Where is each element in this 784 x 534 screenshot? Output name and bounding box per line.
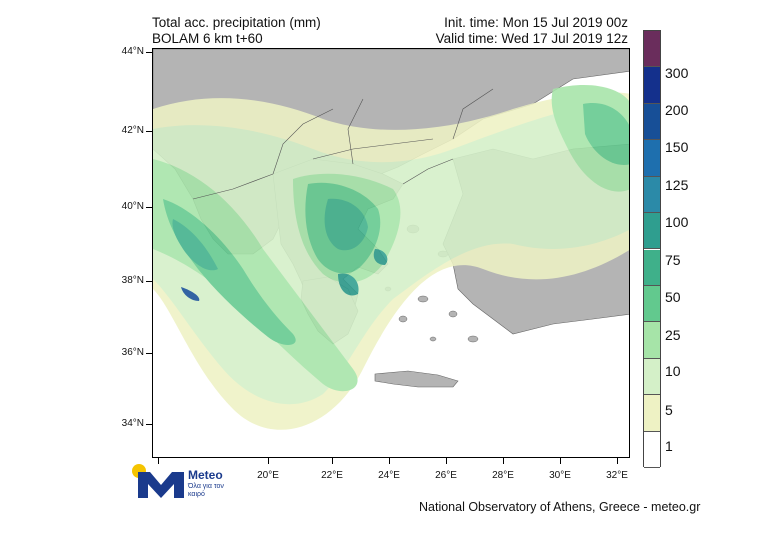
colorbar-segment bbox=[644, 176, 660, 214]
map-canvas bbox=[153, 49, 629, 457]
colorbar-label-150: 150 bbox=[665, 139, 689, 155]
valid-time: Valid time: Wed 17 Jul 2019 12z bbox=[435, 31, 628, 46]
colorbar-segment bbox=[644, 285, 660, 323]
colorbar-label-10: 10 bbox=[665, 363, 681, 379]
colorbar-label-300: 300 bbox=[665, 65, 689, 81]
colorbar-label-25: 25 bbox=[665, 327, 681, 343]
lat-tick bbox=[146, 353, 152, 354]
precipitation-field bbox=[153, 84, 629, 430]
footer-credit: National Observatory of Athens, Greece -… bbox=[419, 500, 701, 514]
colorbar-label-100: 100 bbox=[665, 214, 689, 230]
colorbar-segment bbox=[644, 358, 660, 396]
colorbar-label-125: 125 bbox=[665, 177, 689, 193]
lat-tick bbox=[146, 207, 152, 208]
lat-label-40: 40°N bbox=[121, 201, 144, 212]
lat-tick bbox=[146, 424, 152, 425]
lon-label-28: 28°E bbox=[492, 470, 514, 481]
colorbar-segment bbox=[644, 67, 660, 104]
title-line-2: BOLAM 6 km t+60 bbox=[152, 31, 263, 46]
time-info: Init. time: Mon 15 Jul 2019 00z Valid ti… bbox=[436, 15, 628, 47]
lon-tick bbox=[389, 458, 390, 464]
colorbar-segment bbox=[644, 395, 660, 432]
crete-island bbox=[374, 370, 459, 388]
lat-label-34: 34°N bbox=[121, 418, 144, 429]
lon-label-22: 22°E bbox=[321, 470, 343, 481]
colorbar-label-5: 5 bbox=[665, 402, 673, 418]
init-time: Init. time: Mon 15 Jul 2019 00z bbox=[444, 15, 628, 30]
map-title: Total acc. precipitation (mm) BOLAM 6 km… bbox=[152, 15, 321, 47]
logo-tagline: Όλα για τον καιρό bbox=[188, 483, 224, 498]
colorbar-label-1: 1 bbox=[665, 438, 673, 454]
meteo-m-icon bbox=[138, 472, 184, 498]
lon-label-32: 32°E bbox=[606, 470, 628, 481]
colorbar-segment bbox=[644, 103, 660, 141]
colorbar-segment bbox=[644, 431, 660, 468]
precipitation-map bbox=[152, 48, 630, 458]
lat-label-42: 42°N bbox=[121, 125, 144, 136]
colorbar-label-75: 75 bbox=[665, 252, 681, 268]
lon-tick bbox=[446, 458, 447, 464]
lon-tick bbox=[503, 458, 504, 464]
lon-tick bbox=[158, 458, 159, 464]
lon-label-26: 26°E bbox=[435, 470, 457, 481]
colorbar-label-50: 50 bbox=[665, 289, 681, 305]
lon-label-20: 20°E bbox=[257, 470, 279, 481]
lon-tick bbox=[268, 458, 269, 464]
lat-label-36: 36°N bbox=[121, 347, 144, 358]
lat-label-38: 38°N bbox=[121, 275, 144, 286]
colorbar-segment bbox=[644, 213, 660, 250]
country-borders bbox=[192, 88, 494, 200]
logo-name: Meteo bbox=[188, 468, 223, 482]
colorbar-segment bbox=[644, 322, 660, 359]
lat-tick bbox=[146, 131, 152, 132]
lon-tick bbox=[332, 458, 333, 464]
colorbar-segment bbox=[644, 31, 660, 68]
lat-tick bbox=[146, 52, 152, 53]
lon-tick bbox=[617, 458, 618, 464]
colorbar-segment bbox=[644, 140, 660, 177]
meteo-logo: Meteo Όλα για τον καιρό bbox=[128, 462, 238, 502]
colorbar-label-200: 200 bbox=[665, 102, 689, 118]
lat-label-44: 44°N bbox=[121, 46, 144, 57]
lon-tick bbox=[560, 458, 561, 464]
title-line-1: Total acc. precipitation (mm) bbox=[152, 15, 321, 30]
colorbar-segment bbox=[644, 249, 660, 286]
lon-label-30: 30°E bbox=[549, 470, 571, 481]
lon-label-24: 24°E bbox=[378, 470, 400, 481]
precipitation-colorbar bbox=[643, 30, 661, 468]
lat-tick bbox=[146, 281, 152, 282]
